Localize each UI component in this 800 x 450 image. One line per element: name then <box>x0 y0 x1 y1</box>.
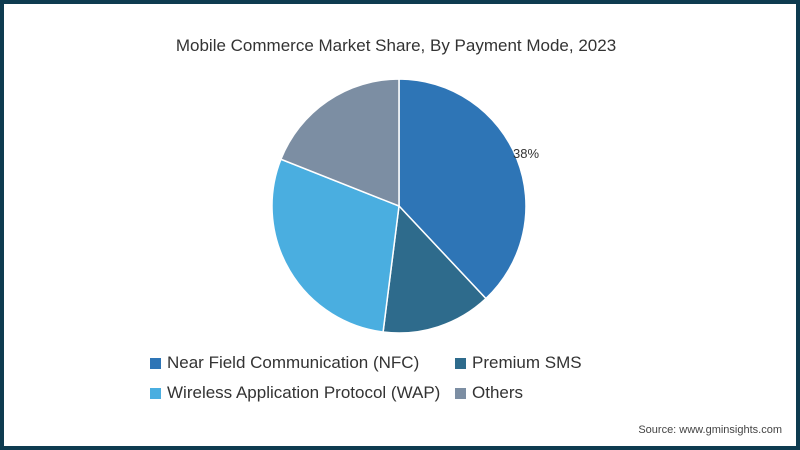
pie-slice <box>398 78 527 300</box>
legend-swatch <box>455 388 466 400</box>
legend-swatch <box>150 358 161 370</box>
legend-item-others: Others <box>455 383 523 403</box>
legend-swatch <box>455 358 466 370</box>
pie-slice <box>382 204 487 334</box>
legend-item-wap: Wireless Application Protocol (WAP) <box>150 383 440 403</box>
source-note: Source: www.gminsights.com <box>638 424 782 436</box>
legend-swatch <box>150 388 161 400</box>
data-label-nfc: 38% <box>513 146 540 161</box>
pie-slice <box>279 78 400 208</box>
legend-item-premium-sms: Premium SMS <box>455 353 582 373</box>
chart-title: Mobile Commerce Market Share, By Payment… <box>175 36 617 55</box>
legend-item-nfc: Near Field Communication (NFC) <box>150 353 419 373</box>
pie-slice <box>271 158 400 333</box>
